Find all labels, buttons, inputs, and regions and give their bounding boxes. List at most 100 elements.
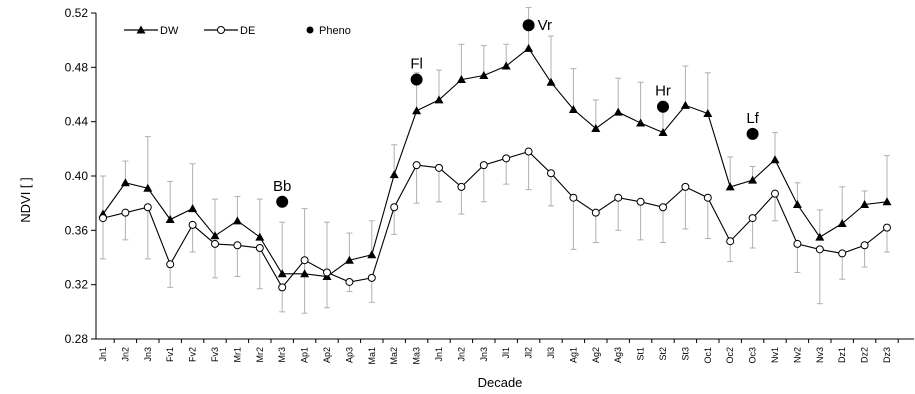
legend-entry-pheno: Pheno [306,25,351,37]
pheno-label: Hr [655,83,671,100]
data-point-dw [680,100,690,109]
data-point-dw [188,204,198,213]
data-point-dw [613,107,623,116]
x-tick-label: Jn3 [479,347,489,362]
x-axis-title: Decade [478,375,523,390]
x-tick-label: Jn2 [456,347,466,362]
legend-filled-circle-marker [306,26,314,34]
y-axis-title: NDVI [ ] [18,177,33,223]
x-tick-label: Ap2 [322,347,332,363]
x-tick-label: Jn1 [434,347,444,362]
x-tick-label: Ap1 [300,347,310,363]
series-markers [98,43,892,292]
data-point-de [278,283,287,292]
y-tick-label: 0.48 [65,60,89,74]
data-point-dw [725,182,735,191]
data-point-de [748,214,757,223]
data-point-de [390,203,399,212]
y-ticks: 0.28 0.32 0.36 0.40 0.44 0.48 0.52 [65,6,96,346]
pheno-point [657,100,669,113]
x-tick-label: Oc3 [748,347,758,364]
series-lines [102,47,888,289]
x-tick-label: Mr3 [277,347,287,363]
x-tick-label: Fv3 [210,347,220,362]
x-tick-label: Fv2 [188,347,198,362]
pheno-label: Bb [273,178,291,195]
data-point-dw [792,200,802,209]
data-point-dw [546,77,556,86]
data-point-dw [300,269,310,278]
data-point-de [591,208,600,217]
y-tick-label: 0.28 [65,332,89,346]
data-point-de [367,273,376,282]
data-point-dw [770,155,780,164]
x-tick-label: Mr2 [255,347,265,363]
x-tick-label: Nv2 [792,347,802,363]
x-tick-label: Jn3 [143,347,153,362]
data-point-de [211,239,219,248]
pheno-point [746,127,759,140]
x-tick-label: Ma3 [412,347,422,365]
data-point-dw [658,128,668,137]
data-point-dw [591,123,601,132]
data-point-de [659,203,667,212]
x-tick-label: Oc1 [703,347,713,364]
x-tick-label: Ag3 [613,347,623,363]
y-tick-label: 0.36 [65,223,89,237]
y-tick-label: 0.44 [65,115,89,129]
data-point-de [457,182,466,191]
data-point-dw [479,70,489,79]
series-line-dw [102,47,888,278]
data-point-de [636,197,645,206]
x-tick-label: Dz1 [837,347,847,363]
data-point-de [838,249,847,258]
data-point-dw [815,232,825,241]
data-point-de [233,241,242,250]
y-tick-label: 0.32 [65,278,89,292]
x-tick-label: Fv1 [165,347,175,362]
data-point-de [883,223,891,232]
data-point-de [345,277,354,286]
x-tick-label: Jl1 [501,347,511,359]
x-tick-label: Ag2 [591,347,601,363]
data-point-de [771,189,779,198]
data-point-dw [120,178,130,187]
data-point-dw [389,170,399,179]
data-point-dw [524,43,534,52]
x-tick-label: St2 [658,347,668,361]
x-tick-label: Jn1 [98,347,108,362]
data-point-dw [143,183,153,192]
x-tick-label: Jn2 [120,347,130,362]
pheno-label: Lf [746,110,759,127]
data-point-dw [367,250,377,259]
data-point-de [166,260,175,269]
data-point-dw [703,109,713,118]
pheno-label: Vr [538,17,552,34]
data-point-de [860,241,869,250]
pheno-point [522,19,535,32]
data-point-de [300,256,309,265]
data-point-de [143,203,152,212]
data-point-de [323,268,331,277]
data-point-dw [748,175,758,184]
x-tick-label: Oc2 [725,347,735,364]
pheno-label: Fl [410,56,423,73]
x-tick-label: Nv1 [770,347,780,363]
data-point-de [412,161,421,170]
data-point-de [614,193,623,202]
error-bars [100,7,890,314]
legend: DW DE Pheno [124,25,351,37]
x-tick-label: Jl3 [546,347,556,359]
legend-label-dw: DW [160,25,179,37]
data-point-de [681,182,690,191]
data-point-dw [412,106,422,115]
pheno-points: Bb Fl Vr Hr Lf [273,17,760,208]
data-point-dw [860,200,870,209]
data-point-dw [232,216,242,225]
data-point-de [793,239,802,248]
data-point-de [569,193,578,202]
series-line-de [102,150,888,289]
x-ticks: Jn1 Jn2 Jn3 Fv1 Fv2 Fv3 Mr1 Mr2 Mr3 Ap1 Ap2 Ap3 Ma1 M… [98,339,899,365]
data-point-dw [456,75,466,84]
